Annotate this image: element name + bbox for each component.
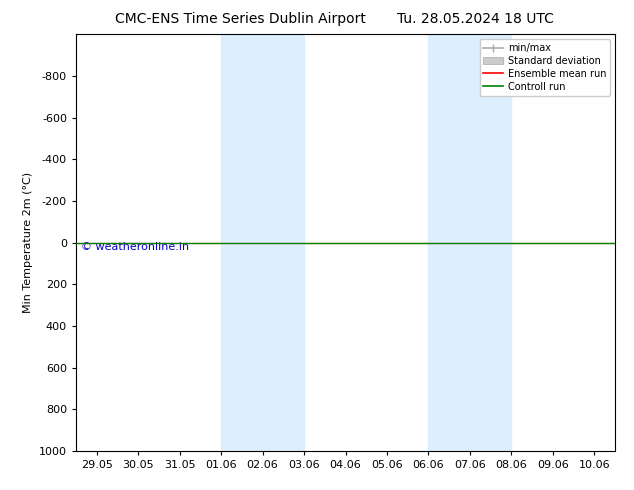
Bar: [221, 34, 304, 451]
Text: Tu. 28.05.2024 18 UTC: Tu. 28.05.2024 18 UTC: [397, 12, 554, 26]
Legend: min/max, Standard deviation, Ensemble mean run, Controll run: min/max, Standard deviation, Ensemble me…: [479, 39, 610, 96]
Bar: [429, 34, 512, 451]
Y-axis label: Min Temperature 2m (°C): Min Temperature 2m (°C): [23, 172, 34, 313]
Text: © weatheronline.in: © weatheronline.in: [81, 242, 190, 252]
Text: CMC-ENS Time Series Dublin Airport: CMC-ENS Time Series Dublin Airport: [115, 12, 366, 26]
